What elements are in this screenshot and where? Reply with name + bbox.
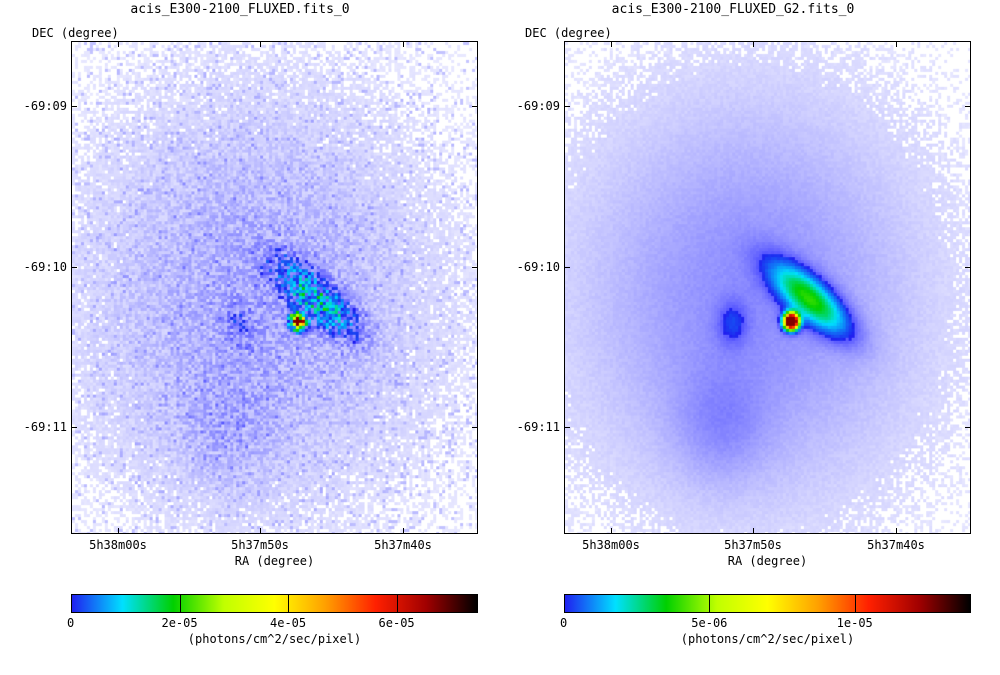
y-tick-mark [71,427,77,428]
chart-title: acis_E300-2100_FLUXED.fits_0 [130,2,350,17]
colorbar-tick-mark [854,594,856,613]
y-tick-label: -69:10 [516,260,560,274]
y-tick-label: -69:10 [23,260,67,274]
heatmap-image[interactable] [72,42,477,533]
x-tick-mark [118,41,119,47]
image-plot[interactable] [564,41,971,534]
x-tick-mark [896,528,897,534]
y-tick-mark [965,106,971,107]
colorbar [564,594,971,613]
left-panel: acis_E300-2100_FLUXED.fits_0 DEC (degree… [0,0,480,675]
colorbar-tick-label: 6e-05 [378,616,415,630]
y-tick-mark [71,267,77,268]
x-tick-label: 5h37m50s [724,538,782,552]
right-panel: acis_E300-2100_FLUXED_G2.fits_0 DEC (deg… [493,0,973,675]
x-tick-mark [118,528,119,534]
image-plot[interactable] [71,41,478,534]
y-tick-label: -69:11 [23,420,67,434]
y-tick-label: -69:09 [516,99,560,113]
colorbar-unit: (photons/cm^2/sec/pixel) [680,632,855,646]
chart-title: acis_E300-2100_FLUXED_G2.fits_0 [611,2,855,17]
heatmap-image[interactable] [565,42,970,533]
y-tick-mark [472,267,478,268]
y-axis-label: DEC (degree) [32,26,119,40]
x-tick-mark [260,41,261,47]
x-tick-label: 5h38m00s [582,538,640,552]
colorbar-tick-mark [288,594,290,613]
colorbar-tick-label: 0 [560,616,568,630]
y-tick-mark [564,106,570,107]
y-tick-mark [564,427,570,428]
y-tick-mark [472,427,478,428]
x-tick-mark [403,528,404,534]
colorbar-tick-mark [179,594,181,613]
colorbar-unit: (photons/cm^2/sec/pixel) [187,632,362,646]
x-tick-mark [896,41,897,47]
x-tick-label: 5h37m40s [374,538,432,552]
x-tick-mark [611,41,612,47]
y-tick-mark [472,106,478,107]
colorbar-tick-mark [709,594,711,613]
colorbar-tick-label: 0 [67,616,75,630]
colorbar [71,594,478,613]
colorbar-tick-label: 5e-06 [691,616,728,630]
y-axis-label: DEC (degree) [525,26,612,40]
y-tick-mark [965,267,971,268]
x-tick-mark [611,528,612,534]
y-tick-label: -69:09 [23,99,67,113]
x-tick-label: 5h37m40s [867,538,925,552]
x-axis-label: RA (degree) [727,554,808,568]
x-tick-mark [403,41,404,47]
colorbar-tick-label: 1e-05 [836,616,873,630]
x-tick-mark [260,528,261,534]
x-axis-label: RA (degree) [234,554,315,568]
x-tick-label: 5h38m00s [89,538,147,552]
colorbar-tick-mark [396,594,398,613]
x-tick-label: 5h37m50s [231,538,289,552]
y-tick-mark [71,106,77,107]
y-tick-mark [965,427,971,428]
y-tick-label: -69:11 [516,420,560,434]
x-tick-mark [753,528,754,534]
colorbar-tick-label: 2e-05 [161,616,198,630]
colorbar-tick-label: 4e-05 [270,616,307,630]
x-tick-mark [753,41,754,47]
y-tick-mark [564,267,570,268]
